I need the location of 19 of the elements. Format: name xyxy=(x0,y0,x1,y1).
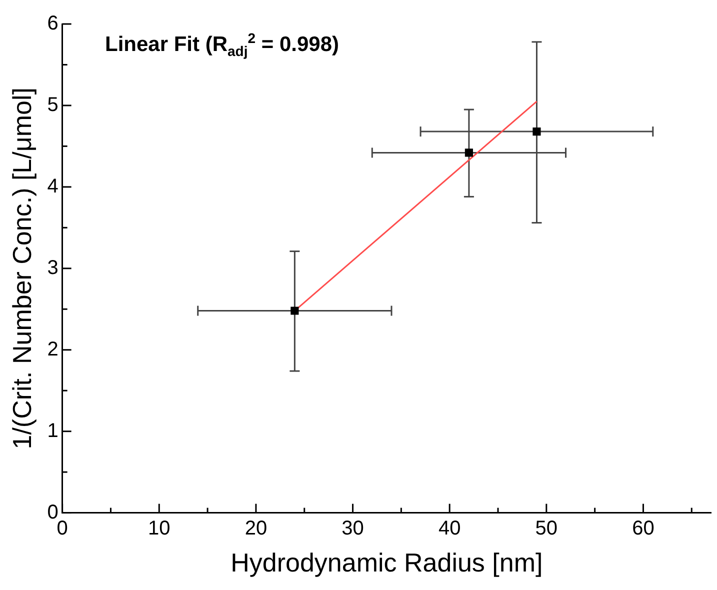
x-axis-title: Hydrodynamic Radius [nm] xyxy=(230,548,543,578)
x-tick-label: 10 xyxy=(148,517,170,540)
x-tick-label: 60 xyxy=(632,517,654,540)
y-tick-label: 6 xyxy=(47,12,58,35)
x-tick-label: 40 xyxy=(438,517,461,540)
y-tick-label: 3 xyxy=(47,256,58,279)
point xyxy=(464,148,473,157)
x-tick-label: 20 xyxy=(244,517,268,540)
annotation: Linear Fit (R$_{adj}$$^{2}$ = 0.998) xyxy=(105,30,340,60)
y-tick-label: 4 xyxy=(47,175,58,198)
point xyxy=(532,128,541,136)
y-axis-title: 1/(Crit. Number Conc.) [L/μmol] xyxy=(6,88,37,450)
point xyxy=(290,306,299,315)
x-tick-label: 50 xyxy=(535,517,558,540)
x-tick-label: 30 xyxy=(342,517,364,540)
y-tick-label: 2 xyxy=(47,338,58,360)
y-tick-label: 1 xyxy=(47,420,58,442)
y-tick-label: 5 xyxy=(47,94,58,116)
y-tick-label: 0 xyxy=(47,501,58,524)
